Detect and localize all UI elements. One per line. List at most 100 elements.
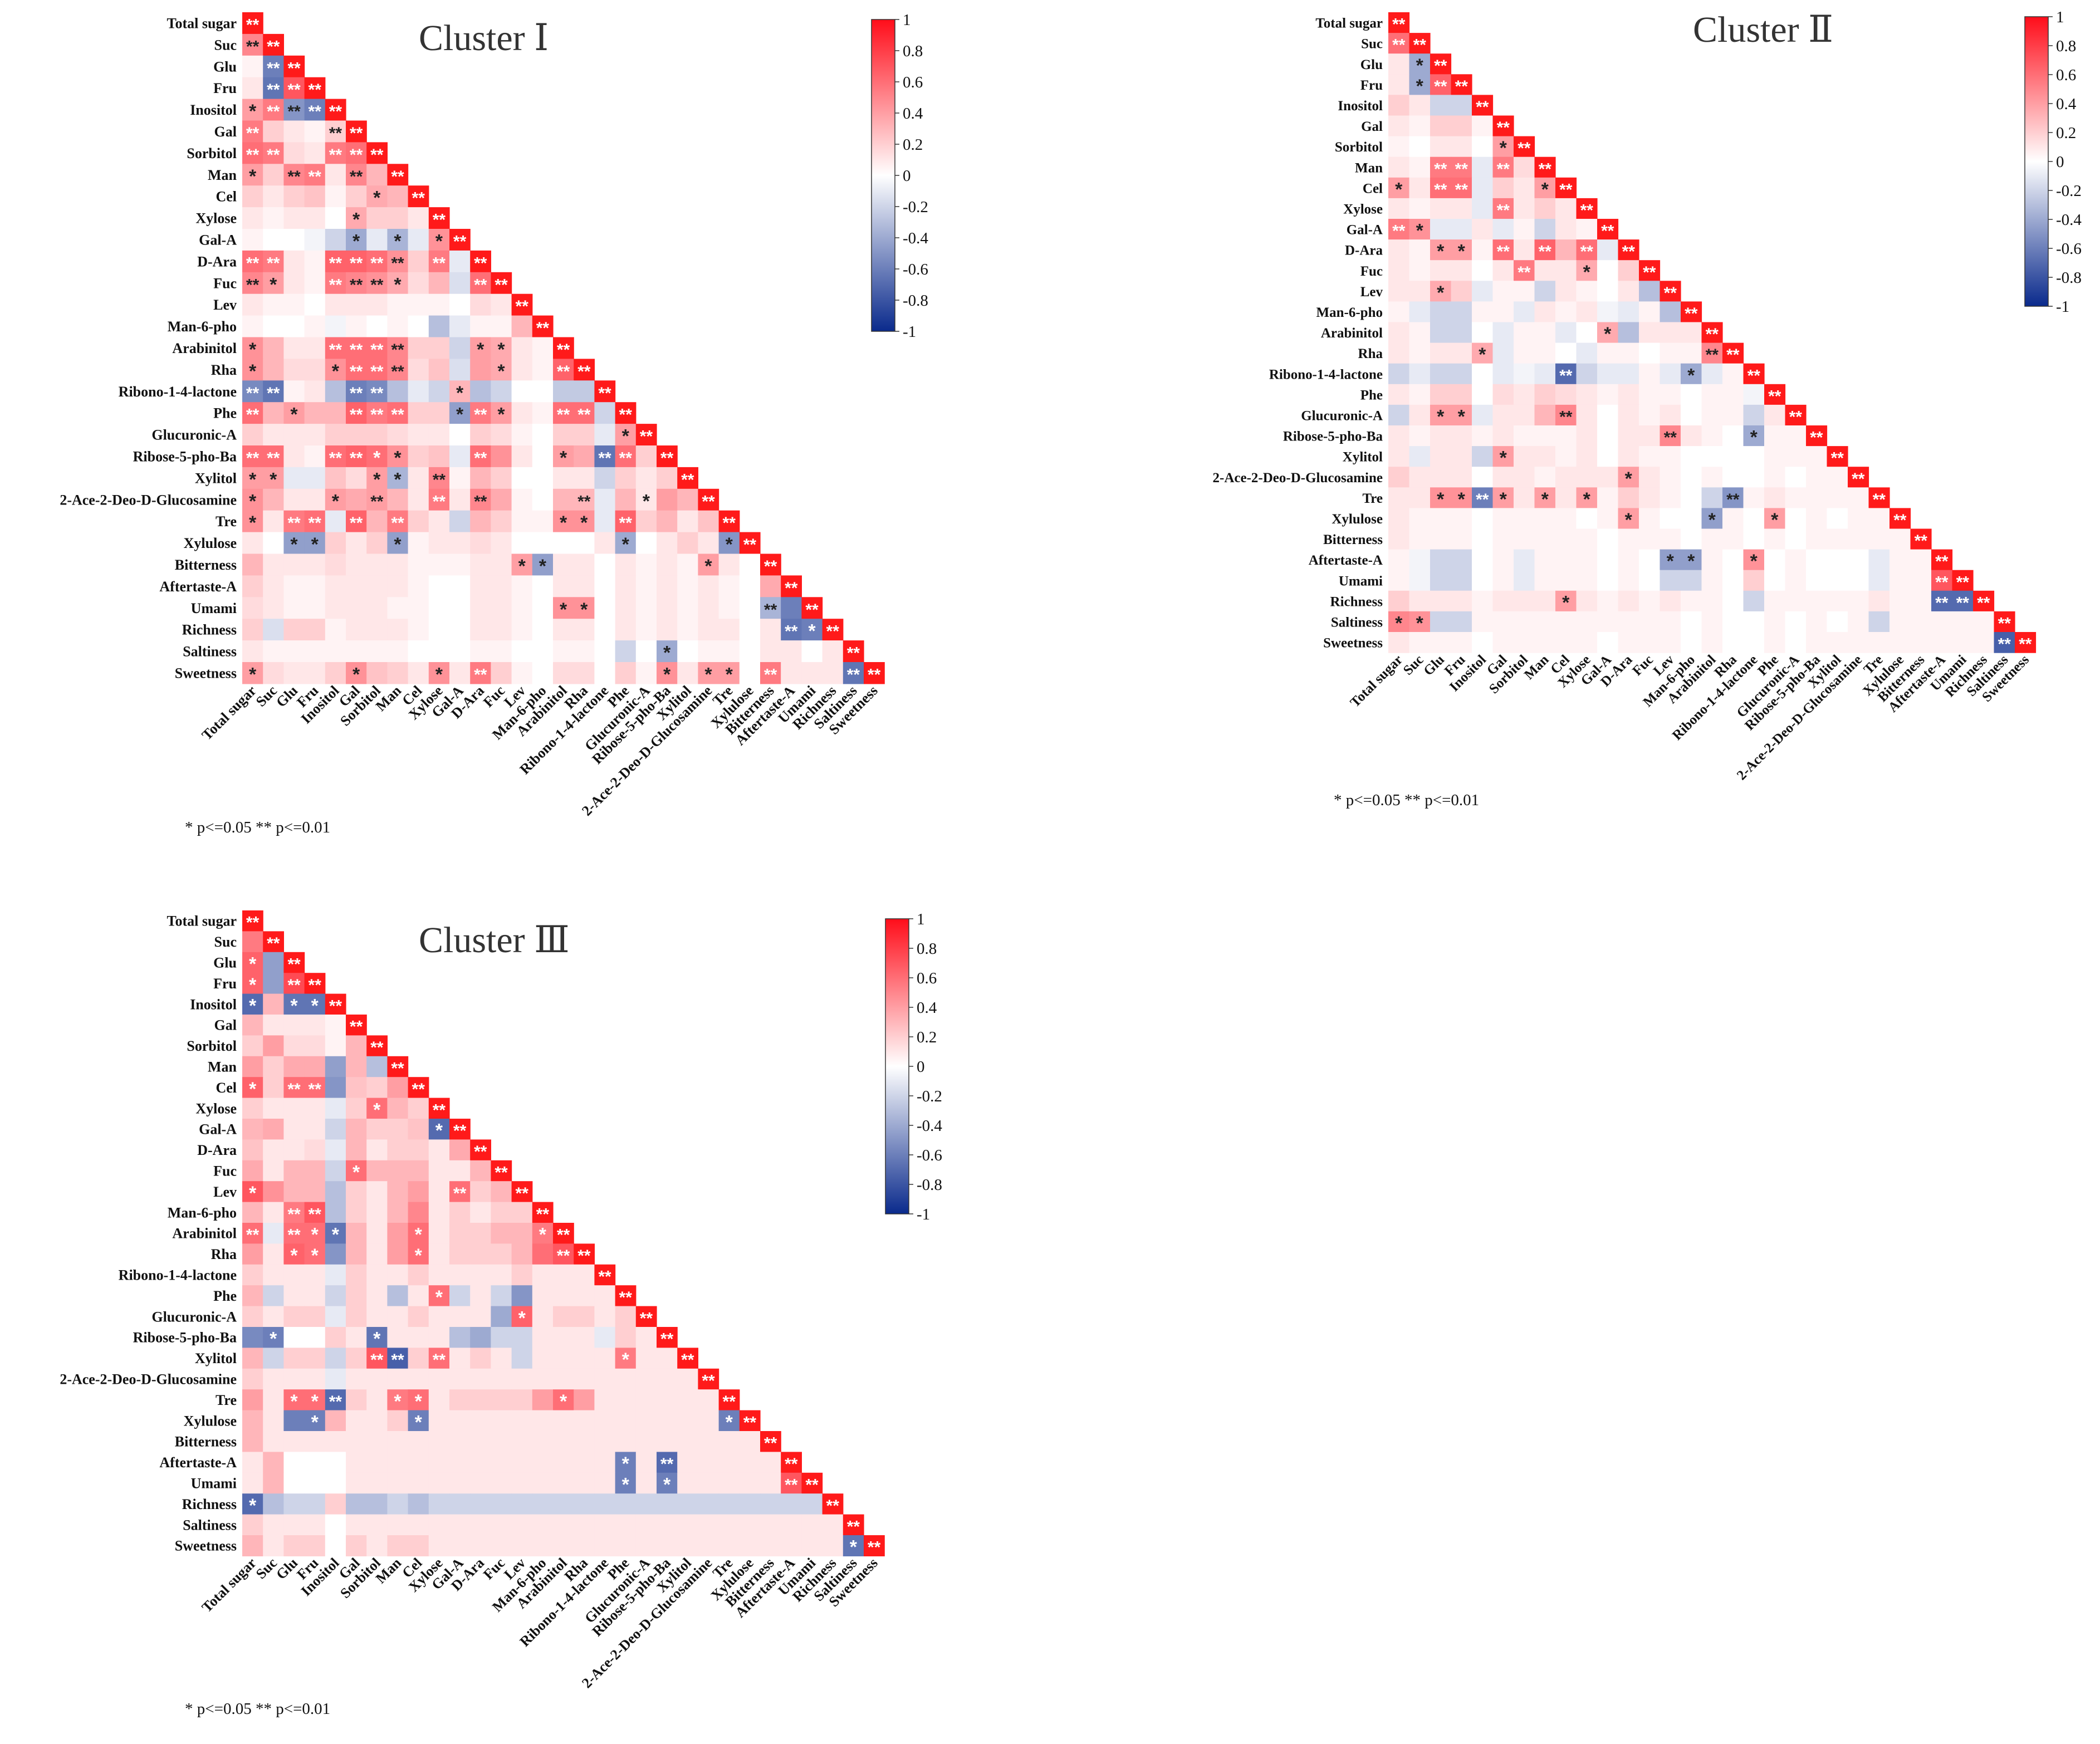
row-label: 2-Ace-2-Deo-D-Glucosamine <box>60 1371 237 1388</box>
heatmap-cell <box>428 1368 450 1390</box>
heatmap-cell <box>366 1535 388 1556</box>
heatmap-cell <box>553 445 574 468</box>
significance-mark: ** <box>1455 77 1468 96</box>
row-label: Gal <box>214 1017 237 1033</box>
heatmap-cell <box>366 1327 388 1348</box>
heatmap-cell <box>366 1306 388 1327</box>
heatmap-cell <box>1681 528 1702 550</box>
significance-mark: ** <box>350 514 363 532</box>
significance-mark: ** <box>1873 491 1886 509</box>
heatmap-cell <box>242 315 263 338</box>
heatmap-cell <box>1597 363 1619 385</box>
heatmap-cell <box>1492 549 1514 571</box>
column-label: Total sugar <box>199 683 260 743</box>
heatmap-cell <box>1555 508 1577 530</box>
heatmap-cell <box>242 424 263 446</box>
heatmap-cell <box>1868 632 1890 653</box>
heatmap-cell <box>1576 260 1598 281</box>
heatmap-cell <box>594 488 616 511</box>
significance-mark: ** <box>370 254 384 272</box>
heatmap-cell <box>1597 219 1619 240</box>
heatmap-cell <box>615 1368 637 1390</box>
heatmap-cell <box>739 532 761 555</box>
heatmap-cell <box>574 1285 595 1307</box>
heatmap-cell <box>635 467 657 489</box>
row-label: Gal-A <box>199 232 237 248</box>
heatmap-cell <box>1472 281 1494 302</box>
heatmap-cell <box>1597 384 1619 405</box>
row-label: D-Ara <box>197 1142 237 1158</box>
heatmap-cell <box>325 597 346 619</box>
heatmap-cell <box>1409 342 1431 364</box>
significance-mark: * <box>415 1224 423 1246</box>
heatmap-cell <box>428 1223 450 1244</box>
significance-mark: * <box>353 209 360 231</box>
heatmap-cell <box>242 402 263 424</box>
heatmap-cell <box>428 337 450 359</box>
heatmap-cell <box>615 1431 637 1452</box>
heatmap-cell <box>1764 570 1786 591</box>
heatmap-cell <box>1597 528 1619 550</box>
significance-mark: ** <box>826 623 840 641</box>
significance-mark: ** <box>391 254 404 272</box>
heatmap-cell <box>1576 301 1598 323</box>
heatmap-cell <box>615 1389 637 1411</box>
significance-mark: ** <box>805 601 819 619</box>
heatmap-cell <box>283 993 305 1015</box>
heatmap-cell <box>574 640 595 663</box>
heatmap-cell <box>366 359 388 381</box>
heatmap-cell <box>594 510 616 533</box>
heatmap-cell <box>242 250 263 273</box>
heatmap-cell <box>304 359 326 381</box>
heatmap-cell <box>594 1348 616 1369</box>
heatmap-cell <box>677 1493 698 1515</box>
heatmap-cell <box>635 1514 657 1536</box>
significance-mark: * <box>394 534 402 555</box>
heatmap-cell <box>263 1389 284 1411</box>
heatmap-cell <box>1764 404 1786 426</box>
heatmap-cell <box>553 359 574 381</box>
heatmap-cell <box>1555 487 1577 508</box>
significance-mark: ** <box>1643 263 1656 282</box>
heatmap-cell <box>594 532 616 555</box>
heatmap-cell <box>408 1452 429 1473</box>
heatmap-cell <box>263 1181 284 1203</box>
row-label: Richness <box>1330 594 1383 609</box>
row-label: Fru <box>1360 78 1383 93</box>
significance-mark: * <box>311 534 319 555</box>
row-label: Rha <box>211 1246 237 1262</box>
heatmap-cell <box>242 1493 263 1515</box>
heatmap-cell <box>615 1535 637 1556</box>
heatmap-cell <box>801 1535 823 1556</box>
heatmap-cell <box>491 1264 512 1286</box>
significance-mark: * <box>560 599 567 620</box>
heatmap-cell <box>387 250 409 273</box>
significance-mark: ** <box>474 276 487 294</box>
significance-mark: ** <box>577 492 591 511</box>
row-label: Glu <box>213 955 237 971</box>
heatmap-cell <box>635 619 657 641</box>
heatmap-cell <box>574 1264 595 1286</box>
heatmap-cell <box>1576 632 1598 653</box>
heatmap-cell <box>1409 219 1431 240</box>
significance-mark: * <box>1667 551 1675 572</box>
heatmap-cell <box>1660 301 1681 323</box>
heatmap-cell <box>491 1327 512 1348</box>
heatmap-cell <box>491 315 512 338</box>
heatmap-cell <box>1701 570 1723 591</box>
heatmap-cell <box>283 973 305 995</box>
heatmap-cell <box>263 1535 284 1556</box>
heatmap-cell <box>594 575 616 597</box>
significance-mark: * <box>249 101 257 122</box>
colorbar-tick-label: 1 <box>903 11 911 29</box>
heatmap-cell <box>491 424 512 446</box>
heatmap-cell <box>1827 632 1848 653</box>
heatmap-cell <box>449 662 471 684</box>
heatmap-cell <box>242 662 263 684</box>
significance-mark: ** <box>370 384 384 403</box>
row-label: Fuc <box>1360 264 1383 279</box>
heatmap-cell <box>657 488 678 511</box>
heatmap-cell <box>1743 425 1765 447</box>
heatmap-cell <box>242 293 263 316</box>
heatmap-cell <box>1492 570 1514 591</box>
